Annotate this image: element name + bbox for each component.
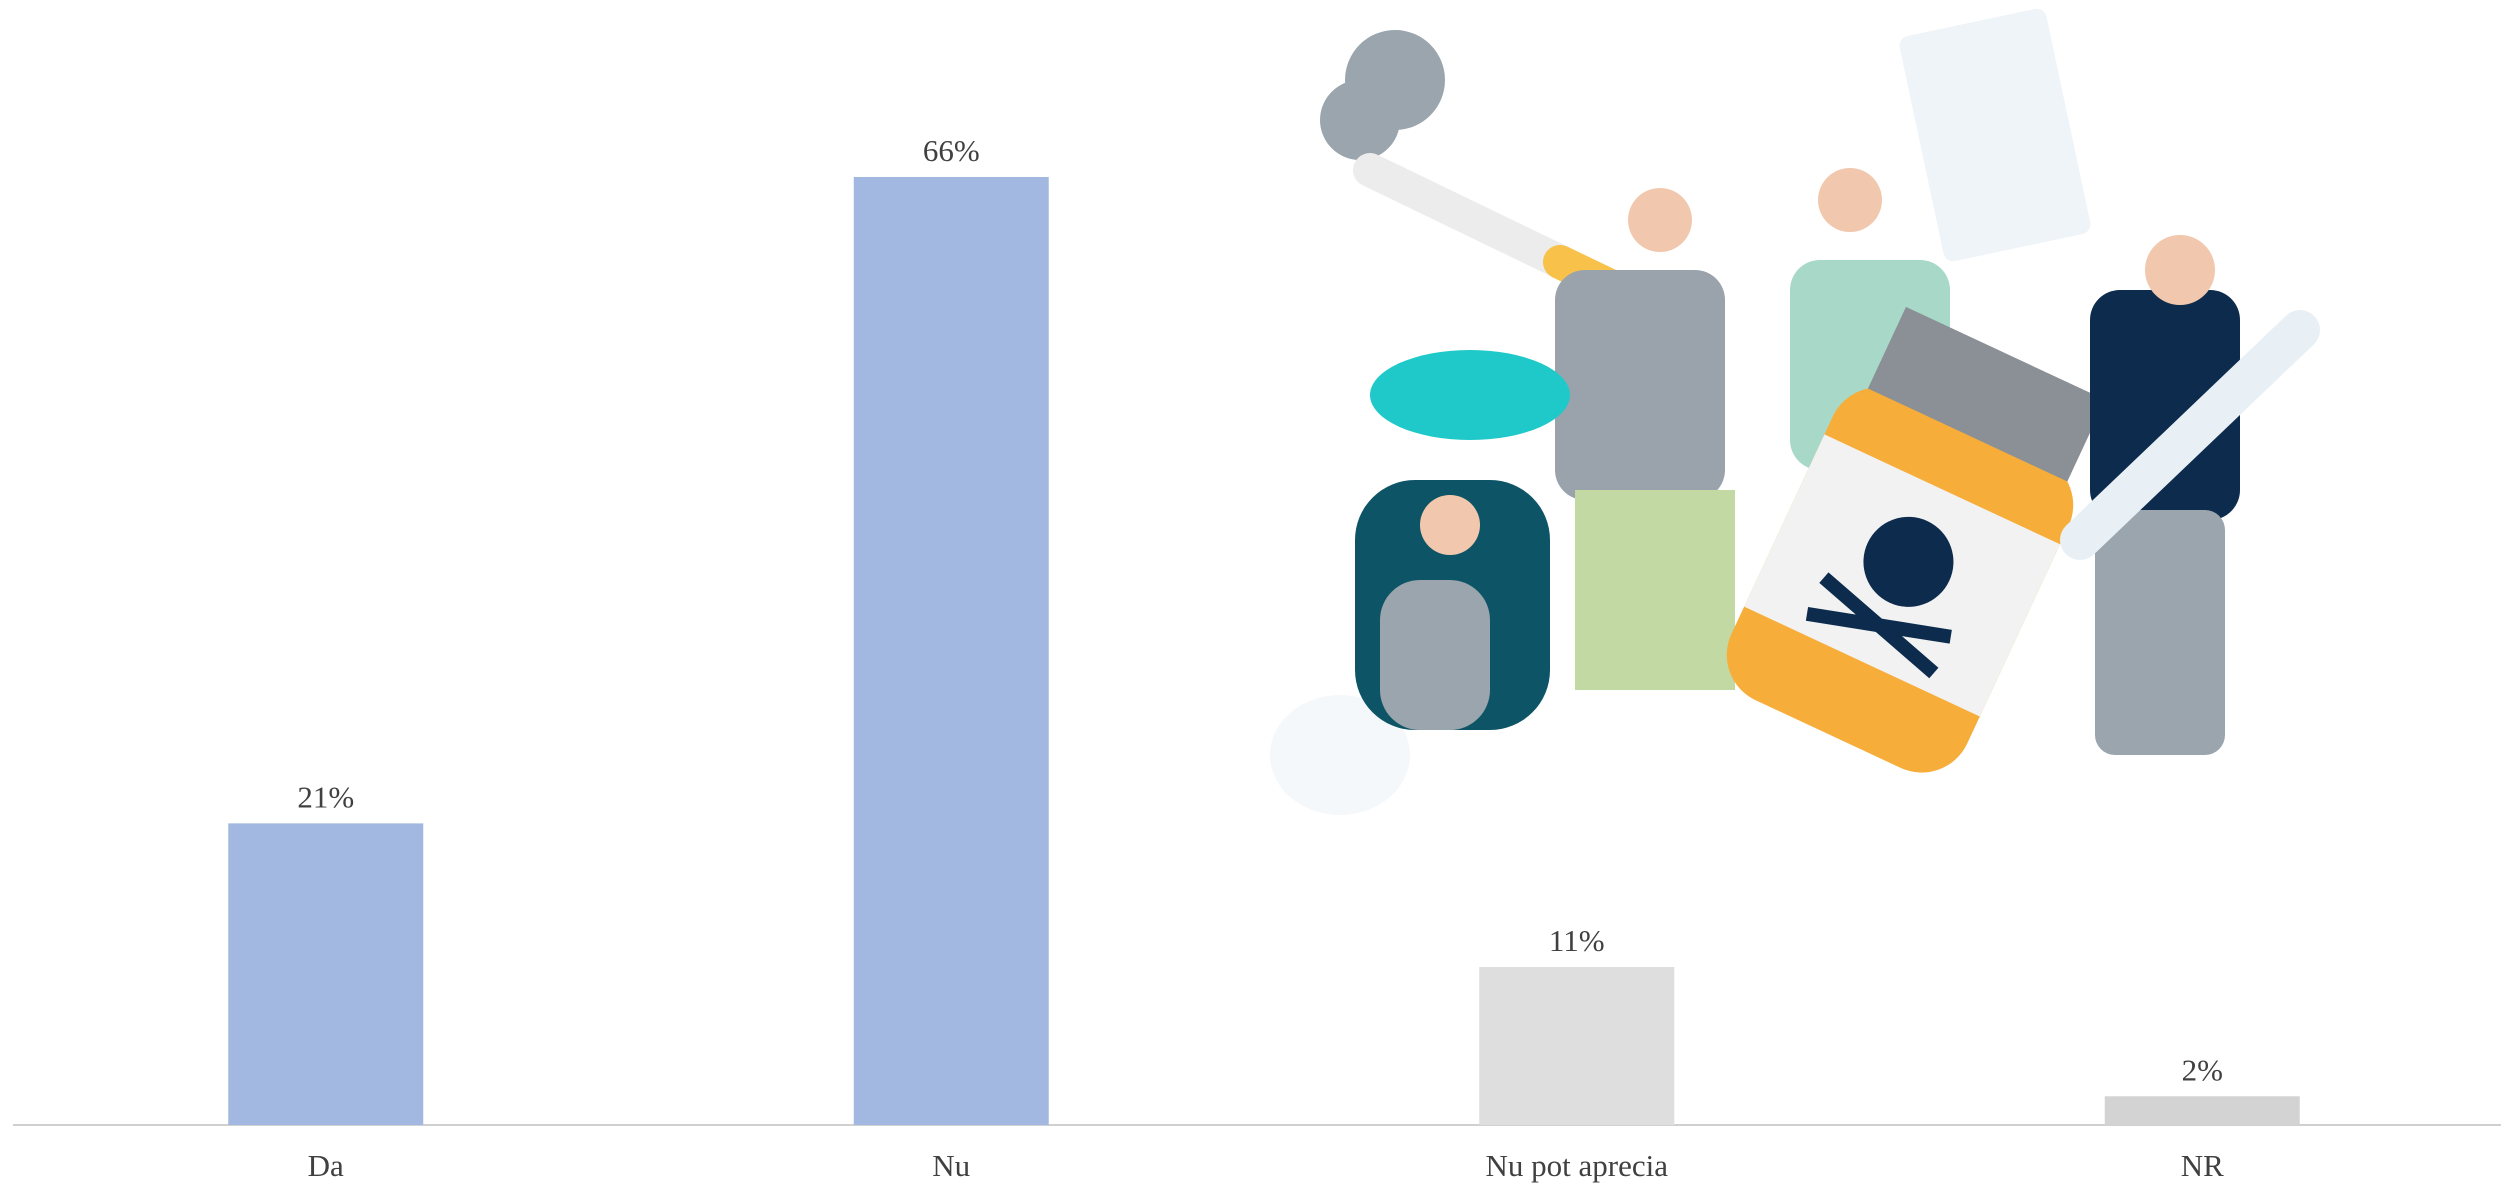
bar [853, 177, 1049, 1125]
x-tick-label: Nu [932, 1148, 970, 1183]
data-label: 11% [1549, 923, 1605, 958]
poison-bottle [1726, 306, 2106, 773]
bag [1899, 8, 2091, 262]
person-legs [1380, 580, 1490, 730]
person-head [2145, 235, 2215, 305]
x-tick-label: Da [308, 1148, 344, 1183]
bar [1479, 967, 1675, 1125]
smoke [1320, 80, 1400, 160]
person-head [1420, 495, 1480, 555]
data-label: 66% [923, 133, 980, 168]
data-label: 2% [2182, 1052, 2223, 1087]
person-head [1628, 188, 1692, 252]
x-tick-label: NR [2181, 1148, 2224, 1183]
data-label: 21% [297, 779, 354, 814]
person-shirt [1555, 270, 1725, 500]
bar [228, 823, 424, 1125]
shadow [1270, 695, 1410, 815]
person-pants [2095, 510, 2225, 755]
bar [2104, 1096, 2300, 1125]
person-head [1818, 168, 1882, 232]
x-tick-label: Nu pot aprecia [1486, 1148, 1669, 1183]
pill [1370, 350, 1570, 440]
person-shorts [1575, 490, 1735, 690]
illustration [1270, 8, 2320, 815]
syringe [2060, 310, 2320, 560]
person-shirt [2090, 290, 2240, 520]
